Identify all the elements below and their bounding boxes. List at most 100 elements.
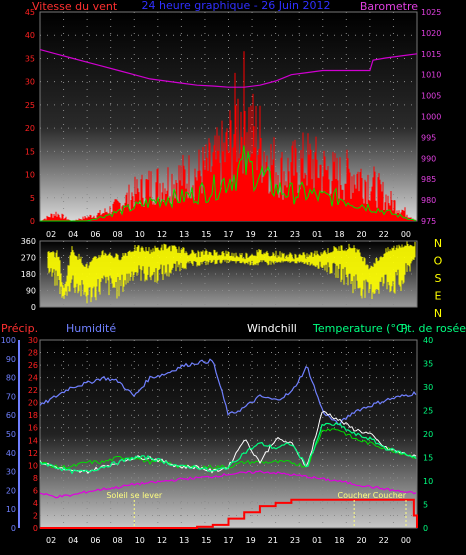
- temp-y-tick: 5: [423, 501, 428, 510]
- humidity-y-tick: 0: [11, 524, 16, 533]
- direction-compass-label: N: [434, 307, 442, 320]
- wind-x-tick: 22: [379, 230, 389, 239]
- temp-y-tick: 25: [423, 407, 433, 416]
- wind-y-tick: 25: [25, 101, 35, 110]
- wind-x-tick: 01: [312, 230, 322, 239]
- wind-y-tick: 45: [25, 8, 35, 17]
- temp-x-tick: 10: [135, 536, 145, 545]
- wind-x-tick: 10: [135, 230, 145, 239]
- barometer-y-tick: 1025: [421, 8, 441, 17]
- barometer-series: [39, 49, 418, 88]
- barometer-y-tick: 1000: [421, 113, 441, 122]
- humidity-y-tick: 40: [6, 449, 16, 458]
- wind-y-tick: 0: [30, 217, 35, 226]
- direction-compass-label: E: [435, 290, 442, 303]
- wind-y-tick: 10: [25, 171, 35, 180]
- direction-compass-label: O: [434, 255, 443, 268]
- barometer-y-tick: 980: [421, 196, 436, 205]
- humidity-y-tick: 90: [6, 355, 16, 364]
- wind-x-tick: 06: [90, 230, 100, 239]
- tick-layer: 0510152025303540459759809859909951000100…: [1, 8, 443, 545]
- temp-x-tick: 00: [401, 536, 411, 545]
- precip-y-tick: 22: [28, 386, 38, 395]
- temp-y-tick: 20: [423, 430, 433, 439]
- wind-x-tick: 08: [113, 230, 123, 239]
- temperature-title: Temperature (°C): [312, 322, 408, 335]
- barometer-y-tick: 1015: [421, 50, 441, 59]
- precip-series: [40, 498, 418, 529]
- temp-y-tick: 35: [423, 360, 433, 369]
- sun-annotation-label: Coucher: [373, 491, 407, 500]
- direction-y-tick: 360: [21, 237, 36, 246]
- precip-y-tick: 6: [33, 486, 38, 495]
- humidity-y-tick: 60: [6, 411, 16, 420]
- series-layer: [39, 49, 418, 529]
- precip-y-tick: 8: [33, 474, 38, 483]
- direction-y-tick: 90: [26, 287, 36, 296]
- humidity-y-tick: 80: [6, 374, 16, 383]
- temp-x-tick: 17: [223, 536, 233, 545]
- wind-y-tick: 40: [25, 31, 35, 40]
- wind-x-tick: 12: [157, 230, 167, 239]
- temp-y-tick: 40: [423, 336, 433, 345]
- direction-y-tick: 180: [21, 270, 36, 279]
- precip-y-tick: 0: [33, 524, 38, 533]
- humidity-y-tick: 30: [6, 468, 16, 477]
- chart-title: 24 heure graphique - 26 Juin 2012: [142, 0, 331, 12]
- temp-x-tick: 18: [334, 536, 344, 545]
- wind-x-tick: 19: [246, 230, 256, 239]
- precip-y-tick: 10: [28, 461, 38, 470]
- barometer-y-tick: 975: [421, 217, 436, 226]
- wind-x-tick: 20: [356, 230, 366, 239]
- temp-x-tick: 12: [157, 536, 167, 545]
- wind-y-tick: 35: [25, 54, 35, 63]
- wind-x-tick: 23: [290, 230, 300, 239]
- humidity-y-tick: 50: [6, 430, 16, 439]
- windchill-title: Windchill: [247, 322, 297, 335]
- precip-y-tick: 14: [28, 436, 38, 445]
- precip-y-tick: 30: [28, 336, 38, 345]
- temp-y-tick: 0: [423, 524, 428, 533]
- sun-annotation-label: Coucher: [338, 491, 372, 500]
- precip-y-tick: 18: [28, 411, 38, 420]
- temp-x-tick: 22: [379, 536, 389, 545]
- wind-y-tick: 5: [30, 194, 35, 203]
- precip-y-tick: 2: [33, 511, 38, 520]
- barometer-axis-title: Barometre: [360, 0, 418, 13]
- precip-y-tick: 28: [28, 349, 38, 358]
- wind-x-tick: 17: [223, 230, 233, 239]
- temp-x-tick: 08: [113, 536, 123, 545]
- barometer-y-tick: 1005: [421, 92, 441, 101]
- wind-y-tick: 20: [25, 124, 35, 133]
- barometer-y-tick: 1020: [421, 29, 441, 38]
- direction-y-tick: 0: [31, 303, 36, 312]
- wind-y-tick: 15: [25, 147, 35, 156]
- temp-x-tick: 02: [46, 536, 56, 545]
- humidity-y-tick: 70: [6, 392, 16, 401]
- temp-x-tick: 13: [179, 536, 189, 545]
- precip-y-tick: 12: [28, 449, 38, 458]
- humidity-y-tick: 10: [6, 505, 16, 514]
- temp-y-tick: 30: [423, 383, 433, 392]
- barometer-y-tick: 990: [421, 154, 436, 163]
- wind-axis-title: Vitesse du vent: [32, 0, 118, 13]
- wind-x-tick: 15: [201, 230, 211, 239]
- temp-x-tick: 04: [68, 536, 78, 545]
- sun-annotation-label: Soleil se lever: [106, 491, 163, 500]
- precip-y-tick: 20: [28, 399, 38, 408]
- wind-x-tick: 13: [179, 230, 189, 239]
- temp-x-tick: 15: [201, 536, 211, 545]
- dewpoint-title: Pt. de rosée: [401, 322, 466, 335]
- humidity-series: [39, 358, 417, 426]
- precip-y-tick: 16: [28, 424, 38, 433]
- precip-y-tick: 24: [28, 374, 38, 383]
- humidity-title: Humidité: [66, 322, 116, 335]
- barometer-y-tick: 995: [421, 133, 436, 142]
- wind-x-tick: 00: [401, 230, 411, 239]
- precip-y-tick: 4: [33, 499, 38, 508]
- wind-direction-series: [47, 241, 416, 304]
- wind-x-tick: 21: [268, 230, 278, 239]
- wind-x-tick: 02: [46, 230, 56, 239]
- precip-y-tick: 26: [28, 361, 38, 370]
